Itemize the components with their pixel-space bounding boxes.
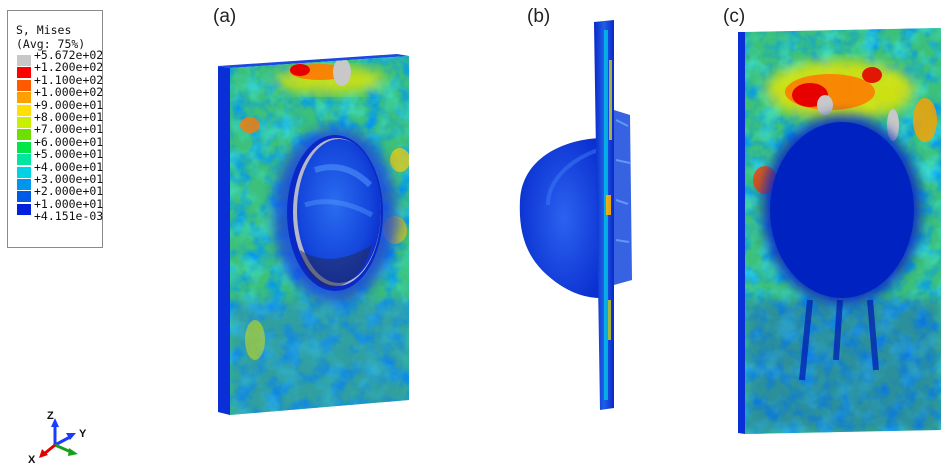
legend-value: +2.000e+01 bbox=[34, 184, 104, 199]
legend-swatch bbox=[17, 179, 31, 190]
legend-value: +8.000e+01 bbox=[34, 110, 104, 124]
legend-value: +3.000e+01 bbox=[34, 172, 104, 186]
legend-swatch bbox=[17, 92, 31, 104]
legend-swatch bbox=[17, 79, 31, 91]
legend-title-line2: (Avg: 75%) bbox=[16, 37, 86, 51]
legend-value: +5.000e+01 bbox=[34, 147, 104, 162]
panel-label-b: (b) bbox=[527, 6, 551, 27]
triad-y-green bbox=[54, 443, 72, 454]
legend-swatch bbox=[17, 154, 31, 166]
plate-c-dome bbox=[770, 122, 914, 298]
triad-y-axis bbox=[54, 435, 71, 447]
plate-b-dome bbox=[519, 138, 600, 298]
legend-swatch bbox=[17, 129, 31, 141]
legend-swatch bbox=[17, 191, 31, 203]
legend-value: +7.000e+01 bbox=[34, 122, 104, 137]
triad-z-label: Z bbox=[47, 410, 54, 422]
legend-value: +1.000e+01 bbox=[34, 196, 104, 211]
plate-b bbox=[519, 20, 632, 410]
legend-swatch bbox=[17, 117, 31, 128]
triad-x-axis bbox=[43, 443, 56, 456]
legend-value: +4.151e-03 bbox=[34, 209, 104, 224]
legend-swatch bbox=[17, 141, 31, 153]
legend-value: +6.000e+01 bbox=[34, 134, 104, 149]
plate-c bbox=[738, 28, 941, 434]
coordinate-triad: Z Y X bbox=[28, 410, 87, 466]
legend-title-line1: S, Mises bbox=[16, 23, 72, 37]
triad-y-label: Y bbox=[79, 428, 87, 440]
triad-x-label: X bbox=[28, 454, 36, 466]
legend-swatch bbox=[17, 104, 31, 116]
legend-value: +1.200e+02 bbox=[34, 60, 104, 75]
legend-swatch bbox=[17, 166, 31, 178]
legend-swatch bbox=[17, 203, 31, 215]
legend-value: +1.000e+02 bbox=[34, 85, 104, 100]
legend-value: +4.000e+01 bbox=[34, 159, 104, 174]
plate-a bbox=[218, 54, 409, 415]
legend-value: +5.672e+02 bbox=[34, 48, 104, 62]
legend-title: S, Mises (Avg: 75%) bbox=[16, 23, 85, 51]
legend-swatch bbox=[17, 55, 31, 66]
plate-a-edge bbox=[218, 66, 230, 415]
stress-legend: S, Mises (Avg: 75%) +5.672e+02 +1.200e+02… bbox=[7, 10, 103, 248]
panel-label-a: (a) bbox=[213, 6, 237, 27]
panel-label-c: (c) bbox=[723, 6, 746, 27]
plate-a-top-edge bbox=[218, 54, 409, 68]
legend-value: +9.000e+01 bbox=[34, 97, 104, 112]
legend-value: +1.100e+02 bbox=[34, 72, 104, 87]
legend-swatch bbox=[17, 67, 31, 79]
